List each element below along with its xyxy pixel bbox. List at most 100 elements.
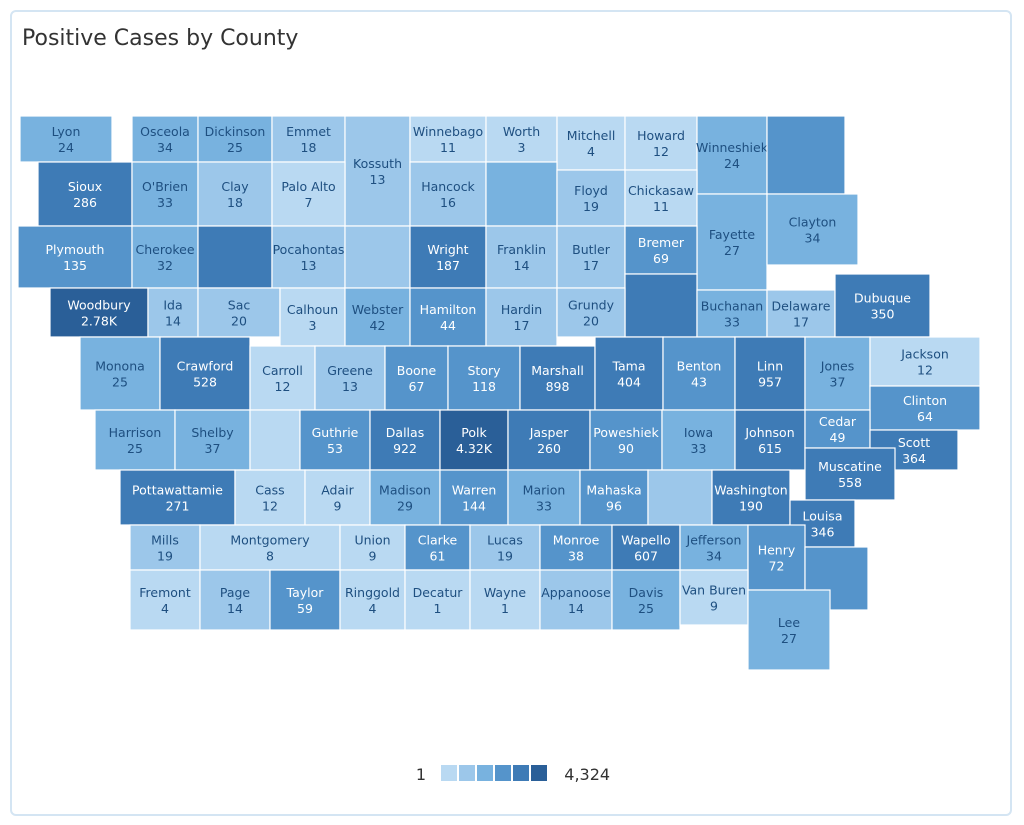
county-shape[interactable]	[469, 524, 541, 571]
county-shape[interactable]	[611, 569, 681, 631]
county-shape[interactable]	[804, 336, 871, 411]
county-shape[interactable]	[344, 287, 411, 347]
county-shape[interactable]	[734, 336, 806, 411]
county-buena-vista[interactable]	[197, 225, 273, 289]
county-shape[interactable]	[249, 409, 301, 471]
county-shape[interactable]	[766, 193, 859, 266]
county-shape[interactable]	[507, 469, 581, 526]
county-shape[interactable]	[197, 225, 273, 289]
county-shape[interactable]	[304, 469, 371, 526]
county-shape[interactable]	[339, 569, 406, 631]
county-shape[interactable]	[579, 469, 649, 526]
county-shape[interactable]	[119, 469, 236, 526]
county-shape[interactable]	[197, 161, 273, 227]
county-shape[interactable]	[507, 409, 591, 471]
county-shape[interactable]	[766, 289, 836, 338]
county-shape[interactable]	[131, 225, 199, 289]
county-shape[interactable]	[804, 409, 871, 449]
county-cerro-gordo[interactable]	[485, 161, 558, 227]
county-humboldt[interactable]	[344, 225, 411, 289]
county-shape[interactable]	[409, 115, 487, 163]
county-shape[interactable]	[747, 589, 831, 671]
county-shape[interactable]	[834, 273, 931, 338]
county-shape[interactable]	[679, 569, 749, 626]
county-shape[interactable]	[17, 225, 133, 289]
county-allamakee[interactable]	[766, 115, 846, 195]
county-shape[interactable]	[49, 287, 149, 338]
county-shape[interactable]	[696, 115, 768, 195]
county-shape[interactable]	[94, 409, 176, 471]
county-shape[interactable]	[271, 161, 346, 227]
county-shape[interactable]	[624, 273, 698, 338]
county-audubon[interactable]	[249, 409, 301, 471]
county-shape[interactable]	[299, 409, 371, 471]
county-shape[interactable]	[439, 469, 509, 526]
county-shape[interactable]	[37, 161, 133, 227]
county-shape[interactable]	[869, 336, 981, 387]
county-shape[interactable]	[804, 447, 896, 501]
county-shape[interactable]	[662, 336, 736, 411]
county-shape[interactable]	[339, 524, 406, 571]
county-shape[interactable]	[314, 345, 386, 411]
county-shape[interactable]	[234, 469, 306, 526]
county-shape[interactable]	[519, 345, 596, 411]
county-shape[interactable]	[369, 409, 441, 471]
county-shape[interactable]	[409, 161, 487, 227]
county-shape[interactable]	[611, 524, 681, 571]
county-shape[interactable]	[869, 385, 981, 431]
county-shape[interactable]	[369, 469, 441, 526]
county-shape[interactable]	[679, 524, 749, 571]
county-shape[interactable]	[734, 409, 806, 471]
county-shape[interactable]	[404, 524, 471, 571]
county-shape[interactable]	[439, 409, 509, 471]
county-shape[interactable]	[197, 115, 273, 163]
county-shape[interactable]	[271, 225, 346, 289]
county-keokuk[interactable]	[647, 469, 713, 526]
county-shape[interactable]	[485, 161, 558, 227]
county-shape[interactable]	[469, 569, 541, 631]
